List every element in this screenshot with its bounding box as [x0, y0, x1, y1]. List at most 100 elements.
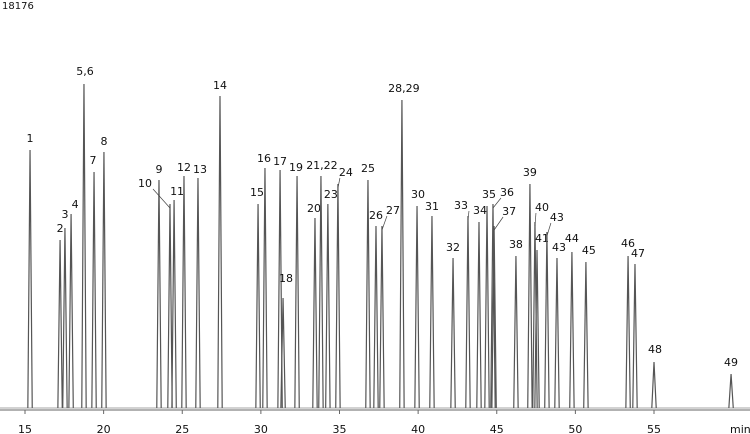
peak-label: 3 — [61, 208, 68, 221]
peak-label: 14 — [213, 79, 227, 92]
peak-label: 35 — [482, 188, 496, 201]
peak-label: 26 — [369, 209, 383, 222]
peak-label: 4 — [72, 198, 79, 211]
peak — [632, 263, 638, 409]
peak — [68, 213, 74, 409]
peak-label: 33 — [454, 199, 468, 212]
peak-label: 41 — [535, 232, 549, 245]
peak — [181, 175, 187, 409]
peak-label: 21,22 — [306, 159, 338, 172]
x-tick-label: 20 — [97, 423, 111, 434]
x-tick-label: 30 — [254, 423, 268, 434]
peak-label: 12 — [177, 161, 191, 174]
peak-label: 11 — [170, 185, 184, 198]
peak-label: 13 — [193, 163, 207, 176]
peak — [365, 179, 371, 409]
peak — [277, 169, 283, 409]
peak-label: 34 — [473, 204, 487, 217]
peak-label: 31 — [425, 200, 439, 213]
peak — [534, 249, 540, 409]
peak — [91, 171, 97, 409]
peak-label: 7 — [90, 154, 97, 167]
peak-label: 28,29 — [388, 82, 420, 95]
peak — [414, 205, 420, 409]
peak-label: 20 — [307, 202, 321, 215]
peak — [62, 227, 68, 409]
x-tick-label: 15 — [18, 423, 32, 434]
peak — [484, 205, 490, 409]
peak — [217, 95, 223, 409]
x-tick-label: 50 — [568, 423, 582, 434]
x-tick-label: 35 — [333, 423, 347, 434]
peak-label: 24 — [339, 166, 353, 179]
peak — [294, 175, 300, 409]
peak — [325, 203, 331, 409]
peak-label: 39 — [523, 166, 537, 179]
peak — [57, 239, 63, 409]
peak-label: 5,6 — [76, 65, 94, 78]
peak-label: 9 — [155, 163, 162, 176]
peak-label: 49 — [724, 356, 738, 369]
peak — [625, 255, 631, 409]
peak-label: 40 — [535, 201, 549, 214]
peak — [262, 167, 268, 409]
peak — [156, 179, 162, 409]
peak — [513, 255, 519, 409]
peak-label: 17 — [273, 155, 287, 168]
peak — [491, 225, 497, 409]
peak — [167, 203, 173, 409]
peak-label: 2 — [57, 222, 64, 235]
peak-label: 47 — [631, 247, 645, 260]
peak-label: 15 — [250, 186, 264, 199]
peak-label: 10 — [138, 177, 152, 190]
leader-line — [337, 177, 341, 189]
peak-label: 32 — [446, 241, 460, 254]
peak — [450, 257, 456, 409]
leader-line — [467, 210, 470, 221]
peak-label: 48 — [648, 343, 662, 356]
peak — [728, 373, 734, 409]
peak — [544, 231, 550, 409]
leader-line — [381, 215, 388, 231]
peak-label: 30 — [411, 188, 425, 201]
leader-line — [152, 188, 171, 209]
peak — [101, 151, 107, 409]
peak-label: 25 — [361, 162, 375, 175]
peak-label: 43 — [552, 241, 566, 254]
peak — [554, 257, 560, 409]
peak — [335, 183, 341, 409]
x-tick-label: 45 — [490, 423, 504, 434]
peak-label: 45 — [582, 244, 596, 257]
peak — [373, 225, 379, 409]
peak-label: 44 — [565, 232, 579, 245]
peak — [280, 297, 286, 409]
peak — [527, 183, 533, 409]
peak-label: 36 — [500, 186, 514, 199]
peak — [429, 215, 435, 409]
x-tick-label: 55 — [647, 423, 661, 434]
chart-title: 18176 — [2, 1, 34, 12]
peak-label: 37 — [502, 205, 516, 218]
peak-label: 46 — [621, 237, 635, 250]
leader-line — [534, 212, 537, 227]
peak — [255, 203, 261, 409]
peak-label: 38 — [509, 238, 523, 251]
peak-label: 43 — [550, 211, 564, 224]
x-tick-label: 40 — [411, 423, 425, 434]
peak — [651, 361, 657, 409]
peak-label: 23 — [324, 188, 338, 201]
leader-line — [493, 216, 504, 231]
peak — [476, 221, 482, 409]
peak-label: 18 — [279, 272, 293, 285]
peak — [171, 199, 177, 409]
peak — [27, 149, 33, 409]
peak — [379, 225, 385, 409]
peak — [569, 251, 575, 409]
peak — [195, 177, 201, 409]
peak — [465, 215, 471, 409]
leader-line — [492, 197, 502, 209]
peak-label: 16 — [257, 152, 271, 165]
leader-line — [546, 222, 552, 237]
peak — [583, 261, 589, 409]
